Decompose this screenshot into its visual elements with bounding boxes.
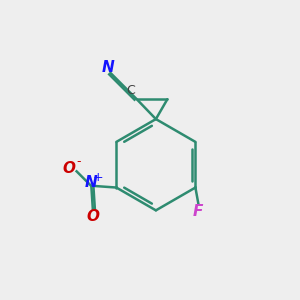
Text: -: -: [77, 155, 81, 168]
Text: N: N: [102, 60, 115, 75]
Text: +: +: [92, 171, 103, 184]
Text: N: N: [85, 175, 98, 190]
Text: O: O: [63, 161, 76, 176]
Text: C: C: [127, 84, 135, 97]
Text: O: O: [86, 209, 99, 224]
Text: F: F: [193, 205, 203, 220]
